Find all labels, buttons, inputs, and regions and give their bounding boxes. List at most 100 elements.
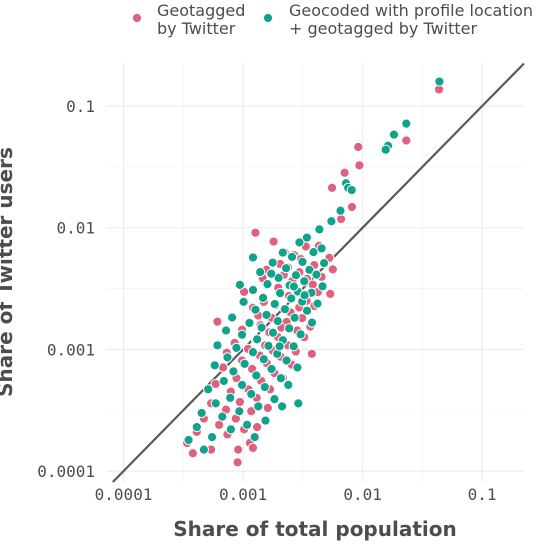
data-point	[236, 379, 248, 391]
data-point	[289, 312, 300, 323]
data-point	[257, 292, 269, 304]
data-point	[210, 398, 221, 409]
data-point	[196, 407, 207, 419]
data-point	[311, 269, 322, 280]
data-point	[325, 288, 336, 299]
data-point	[294, 237, 305, 248]
data-point	[212, 340, 223, 351]
data-point	[274, 288, 286, 299]
x-tick-label: 0.0001	[95, 485, 153, 504]
y-axis-ticks: 0.0001 0.001 0.01 0.1	[37, 97, 95, 481]
legend-label-geocoded: Geocoded with profile location + geotagge…	[289, 1, 533, 38]
y-axis-title: Share of Twitter users	[0, 147, 17, 397]
legend-swatch-geotagged	[131, 12, 143, 24]
data-point	[283, 379, 294, 391]
data-point	[316, 243, 327, 254]
data-point	[234, 396, 245, 408]
data-point	[280, 263, 292, 274]
data-point	[198, 444, 209, 455]
x-axis-ticks: 0.0001 0.001 0.01 0.1	[95, 485, 497, 504]
data-point	[297, 256, 308, 267]
data-point	[346, 184, 357, 196]
data-point	[225, 392, 236, 403]
data-point	[220, 325, 232, 336]
data-point	[227, 312, 238, 323]
data-point	[203, 384, 214, 395]
data-point	[258, 354, 269, 365]
x-tick-label: 0.1	[468, 485, 497, 504]
data-point	[256, 322, 267, 333]
data-point	[238, 296, 249, 307]
x-tick-label: 0.01	[343, 485, 382, 504]
legend-swatch-geocoded	[262, 12, 274, 24]
data-point	[275, 373, 286, 384]
data-point	[191, 421, 202, 433]
data-point	[288, 341, 299, 352]
data-point	[255, 266, 266, 278]
data-point	[209, 360, 220, 371]
plot-grid	[106, 63, 524, 482]
y-tick-label: 0.0001	[37, 462, 95, 481]
data-point	[281, 355, 292, 366]
data-point	[218, 375, 229, 387]
y-tick-label: 0.1	[66, 97, 95, 116]
data-point	[312, 298, 323, 309]
data-point	[250, 304, 261, 315]
data-point	[284, 323, 295, 334]
data-point	[276, 401, 288, 412]
data-point	[272, 315, 283, 327]
data-point	[262, 402, 273, 414]
data-point	[317, 281, 328, 292]
data-point	[269, 394, 280, 405]
data-point	[261, 309, 272, 321]
data-point	[326, 182, 338, 193]
data-point	[183, 434, 194, 446]
data-point	[231, 342, 242, 353]
data-point	[187, 448, 198, 459]
data-point	[263, 340, 274, 351]
data-point	[401, 135, 412, 146]
data-point	[327, 264, 338, 275]
data-point	[252, 421, 263, 433]
data-point	[301, 232, 313, 243]
legend-label-line: Geotagged	[157, 1, 245, 20]
data-point	[434, 76, 445, 87]
legend: Geotagged by Twitter Geocoded with profil…	[131, 1, 533, 38]
data-point	[292, 362, 303, 373]
data-point	[290, 270, 302, 281]
data-point	[304, 264, 315, 275]
data-point	[247, 284, 259, 296]
data-point	[239, 358, 250, 370]
data-point	[286, 251, 298, 262]
data-point	[266, 268, 277, 279]
data-point	[274, 341, 285, 352]
data-point	[288, 281, 299, 292]
data-point	[268, 236, 279, 247]
data-point	[267, 257, 278, 268]
data-point	[301, 305, 313, 316]
data-point	[247, 442, 259, 454]
legend-label-line: Geocoded with profile location	[289, 1, 533, 20]
legend-label-geotagged: Geotagged by Twitter	[157, 1, 245, 38]
data-point	[246, 388, 257, 400]
data-point	[267, 327, 279, 338]
data-point	[232, 457, 243, 468]
data-point	[234, 279, 245, 290]
data-point	[233, 444, 244, 455]
data-point	[318, 258, 330, 269]
data-point	[259, 381, 270, 393]
data-point	[401, 118, 412, 129]
data-point	[314, 224, 325, 235]
data-point	[299, 276, 310, 287]
x-tick-label: 0.001	[219, 485, 267, 504]
y-tick-label: 0.01	[56, 219, 95, 238]
x-axis-title: Share of total population	[173, 517, 456, 541]
data-point	[279, 304, 291, 315]
data-point	[217, 362, 229, 373]
data-point	[225, 424, 236, 435]
data-point	[353, 141, 364, 153]
data-point	[249, 432, 260, 443]
series-geocoded	[183, 76, 445, 455]
data-point	[277, 247, 288, 258]
